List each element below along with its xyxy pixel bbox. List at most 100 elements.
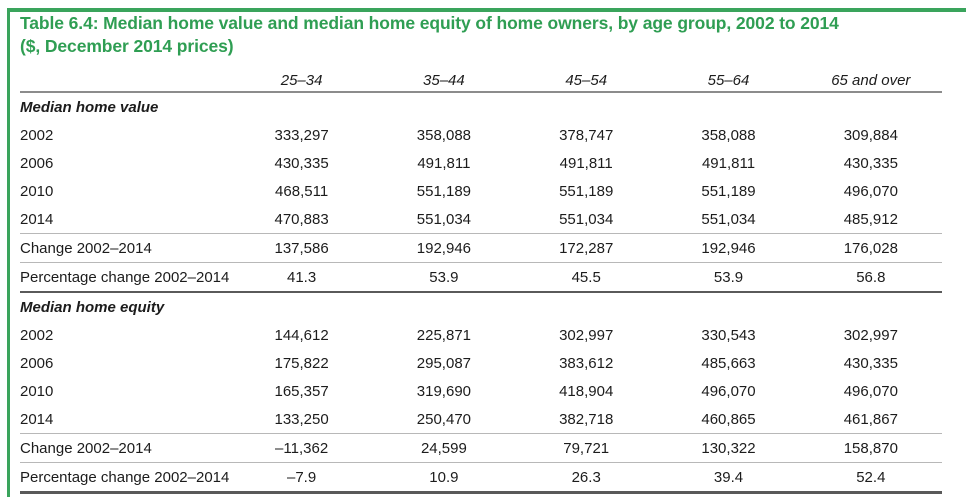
cell: –7.9 (230, 462, 373, 494)
row-label: 2002 (20, 126, 54, 144)
cell: 24,599 (372, 433, 516, 463)
table-row: 2006 175,822 295,087 383,612 485,663 430… (20, 349, 942, 377)
cell: 378,747 (559, 126, 614, 144)
cell: 26.3 (515, 462, 658, 494)
table-row: 2010 468,511 551,189 551,189 551,189 496… (20, 177, 942, 205)
cell: 333,297 (274, 126, 329, 144)
row-label: Percentage change 2002–2014 (20, 262, 231, 293)
cell: 144,612 (274, 326, 329, 344)
table-row-change: Change 2002–2014 137,586 192,946 172,287… (20, 233, 942, 263)
cell: 496,070 (843, 182, 898, 200)
cell: 461,867 (843, 410, 898, 428)
table-title: Table 6.4: Median home value and median … (20, 12, 944, 58)
row-label: Percentage change 2002–2014 (20, 462, 231, 494)
cell: 485,912 (843, 210, 898, 228)
cell: 330,543 (701, 326, 756, 344)
cell: 39.4 (657, 462, 800, 494)
cell: –11,362 (230, 433, 373, 463)
cell: 52.4 (799, 462, 942, 494)
table-row: 2014 470,883 551,034 551,034 551,034 485… (20, 205, 942, 234)
cell: 172,287 (515, 233, 658, 263)
cell: 468,511 (275, 182, 329, 200)
cell: 430,335 (274, 154, 329, 172)
cell: 41.3 (230, 262, 373, 293)
cell: 491,811 (417, 154, 471, 172)
cell: 485,663 (701, 354, 756, 372)
cell: 383,612 (559, 354, 614, 372)
section-header-median-home-equity: Median home equity (20, 292, 942, 321)
cell: 430,335 (843, 154, 898, 172)
row-label: 2010 (20, 182, 54, 200)
cell: 192,946 (372, 233, 516, 263)
row-label: 2014 (20, 210, 54, 228)
cell: 309,884 (843, 126, 898, 144)
cell: 133,250 (274, 410, 329, 428)
row-label: 2006 (20, 354, 54, 372)
table-row-percentage-change: Percentage change 2002–2014 41.3 53.9 45… (20, 262, 942, 293)
data-table: 25–34 35–44 45–54 55–64 65 and over Medi… (20, 63, 942, 494)
table-row-change: Change 2002–2014 –11,362 24,599 79,721 1… (20, 433, 942, 463)
row-label: Change 2002–2014 (20, 433, 231, 463)
section-header-label: Median home equity (20, 298, 165, 316)
cell: 418,904 (559, 382, 614, 400)
cell: 551,034 (559, 210, 614, 228)
column-header-spacer (20, 63, 231, 93)
cell: 358,088 (701, 126, 756, 144)
cell: 551,034 (416, 210, 472, 228)
column-header-row: 25–34 35–44 45–54 55–64 65 and over (20, 63, 942, 93)
cell: 551,189 (416, 182, 472, 200)
cell: 175,822 (274, 354, 329, 372)
table-row-percentage-change: Percentage change 2002–2014 –7.9 10.9 26… (20, 462, 942, 494)
row-label: 2002 (20, 326, 54, 344)
cell: 165,357 (274, 382, 329, 400)
cell: 496,070 (843, 382, 898, 400)
cell: 551,034 (701, 210, 756, 228)
cell: 358,088 (416, 126, 472, 144)
cell: 295,087 (416, 354, 472, 372)
green-left-rule (7, 8, 10, 497)
cell: 551,189 (701, 182, 756, 200)
cell: 302,997 (843, 326, 898, 344)
cell: 491,811 (559, 154, 613, 172)
cell: 225,871 (416, 326, 472, 344)
cell: 137,586 (230, 233, 373, 263)
row-label: Change 2002–2014 (20, 233, 231, 263)
row-label: 2014 (20, 410, 54, 428)
cell: 45.5 (515, 262, 658, 293)
cell: 53.9 (657, 262, 800, 293)
section-header-label: Median home value (20, 98, 159, 116)
cell: 53.9 (372, 262, 516, 293)
cell: 302,997 (559, 326, 614, 344)
column-header-65-and-over: 65 and over (799, 63, 942, 93)
column-header-55-64: 55–64 (657, 63, 800, 93)
cell: 430,335 (843, 354, 898, 372)
row-label: 2006 (20, 154, 54, 172)
column-header-35-44: 35–44 (372, 63, 516, 93)
cell: 460,865 (701, 410, 756, 428)
table-row: 2002 333,297 358,088 378,747 358,088 309… (20, 121, 942, 149)
column-header-25-34: 25–34 (230, 63, 373, 93)
table-title-line2: ($, December 2014 prices) (20, 36, 234, 56)
cell: 10.9 (372, 462, 516, 494)
table-row: 2010 165,357 319,690 418,904 496,070 496… (20, 377, 942, 405)
cell: 382,718 (559, 410, 614, 428)
table-row: 2014 133,250 250,470 382,718 460,865 461… (20, 405, 942, 434)
cell: 250,470 (416, 410, 472, 428)
cell: 491,811 (701, 154, 756, 172)
cell: 130,322 (657, 433, 800, 463)
column-header-45-54: 45–54 (515, 63, 658, 93)
table-container: Table 6.4: Median home value and median … (20, 12, 944, 494)
section-header-median-home-value: Median home value (20, 92, 942, 121)
table-row: 2002 144,612 225,871 302,997 330,543 302… (20, 321, 942, 349)
cell: 192,946 (657, 233, 800, 263)
cell: 319,690 (416, 382, 472, 400)
table-title-line1: Table 6.4: Median home value and median … (20, 13, 839, 33)
row-label: 2010 (20, 382, 54, 400)
cell: 470,883 (274, 210, 329, 228)
green-top-rule (7, 8, 966, 12)
table-row: 2006 430,335 491,811 491,811 491,811 430… (20, 149, 942, 177)
cell: 158,870 (799, 433, 942, 463)
cell: 79,721 (515, 433, 658, 463)
cell: 176,028 (799, 233, 942, 263)
